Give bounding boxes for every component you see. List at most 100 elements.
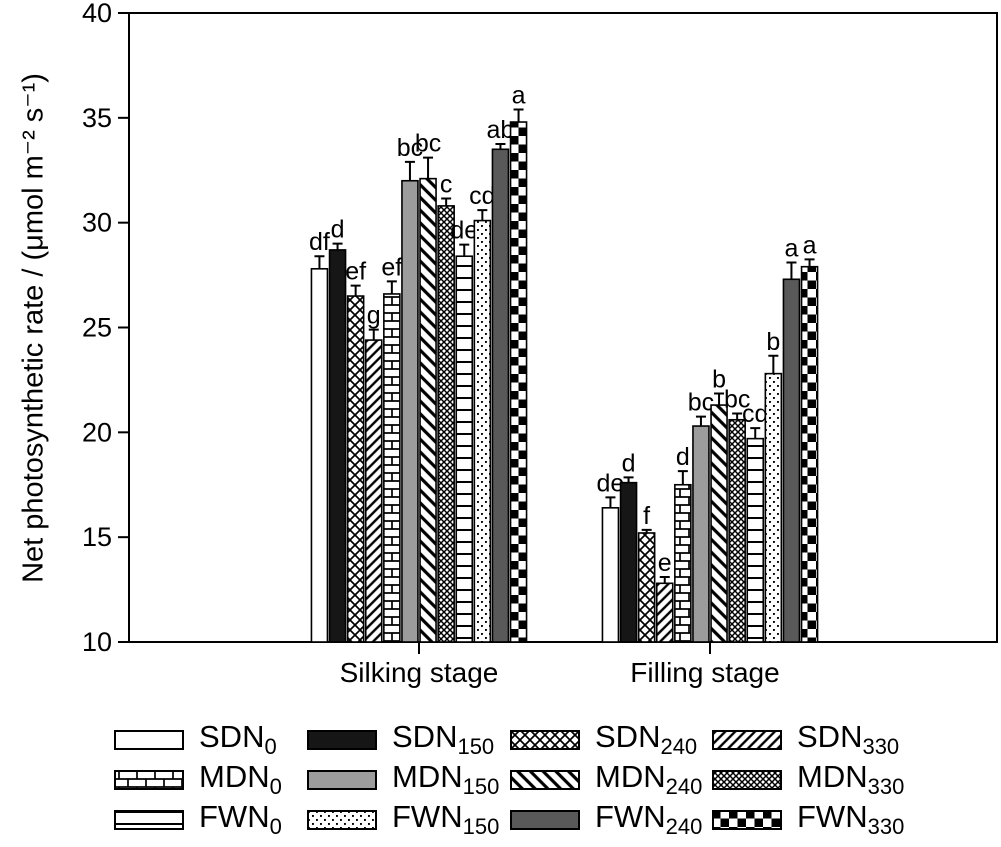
error-bar bbox=[641, 528, 652, 533]
legend-item: SDN240 bbox=[510, 721, 712, 758]
bar-MDN0-silking bbox=[383, 293, 401, 643]
legend-item: SDN330 bbox=[712, 721, 952, 758]
legend-item: MDN0 bbox=[114, 761, 307, 798]
sig-letter: bc bbox=[688, 389, 714, 417]
sig-letter: bc bbox=[397, 134, 423, 162]
error-bar bbox=[768, 354, 779, 374]
bar-MDN0-filling bbox=[674, 483, 692, 643]
y-tick-label: 20 bbox=[82, 417, 112, 447]
legend-item: FWN330 bbox=[712, 801, 952, 838]
error-bar bbox=[659, 576, 670, 584]
error-bar bbox=[677, 470, 688, 485]
sig-letter: de bbox=[450, 217, 478, 245]
legend-swatch bbox=[114, 810, 184, 830]
legend-label: MDN240 bbox=[595, 759, 703, 800]
bar-MDN150-silking bbox=[401, 179, 419, 643]
bar-FWN330-filling bbox=[800, 265, 819, 643]
legend-item: MDN150 bbox=[307, 761, 510, 798]
bar-SDN0-filling bbox=[601, 507, 620, 643]
sig-letter: df bbox=[309, 228, 330, 256]
bar-SDN0-silking bbox=[310, 267, 329, 643]
sig-letter: bc bbox=[415, 130, 441, 158]
bar-MDN240-silking bbox=[419, 177, 437, 643]
legend-item: SDN0 bbox=[114, 721, 307, 758]
legend-swatch bbox=[510, 810, 580, 830]
plot-frame bbox=[128, 12, 998, 643]
y-tick-label: 35 bbox=[82, 103, 112, 133]
bar-MDN150-filling bbox=[692, 425, 710, 643]
error-bar bbox=[804, 258, 815, 267]
bar-SDN150-filling bbox=[619, 481, 638, 643]
bar-SDN330-filling bbox=[655, 582, 674, 643]
error-bar bbox=[386, 280, 397, 294]
legend-label: FWN150 bbox=[392, 799, 500, 840]
error-bar bbox=[495, 143, 506, 150]
y-tick-label: 15 bbox=[82, 522, 112, 552]
legend-label: SDN150 bbox=[392, 719, 495, 760]
legend-label: FWN0 bbox=[199, 799, 282, 840]
error-bar bbox=[605, 496, 616, 508]
y-tick-label: 25 bbox=[82, 313, 112, 343]
legend-label: MDN0 bbox=[199, 759, 282, 800]
y-tick-label: 10 bbox=[82, 627, 112, 657]
legend-label: SDN0 bbox=[199, 719, 277, 760]
legend-swatch bbox=[114, 730, 184, 750]
sig-letter: a bbox=[512, 81, 526, 109]
bar-FWN240-silking bbox=[491, 148, 510, 643]
legend-label: FWN240 bbox=[595, 799, 703, 840]
legend-label: MDN150 bbox=[392, 759, 500, 800]
legend-swatch bbox=[114, 770, 184, 790]
bar-FWN150-silking bbox=[473, 219, 492, 643]
error-bar bbox=[459, 243, 470, 257]
x-label-silking-stage: Silking stage bbox=[339, 657, 499, 688]
sig-letter: d bbox=[331, 216, 345, 244]
legend-label: FWN330 bbox=[797, 799, 905, 840]
error-bar bbox=[513, 108, 524, 123]
legend-label: MDN330 bbox=[797, 759, 905, 800]
legend-item: MDN330 bbox=[712, 761, 952, 798]
legend-swatch bbox=[510, 730, 580, 750]
y-axis-title: Net photosynthetic rate / (μmol m⁻² s⁻¹) bbox=[17, 73, 50, 583]
error-bar bbox=[332, 242, 343, 250]
bar-FWN0-filling bbox=[746, 437, 765, 643]
error-bar bbox=[368, 328, 379, 341]
legend-swatch bbox=[307, 770, 377, 790]
error-bar bbox=[695, 415, 706, 427]
error-bar bbox=[404, 160, 415, 181]
legend-label: SDN330 bbox=[797, 719, 900, 760]
error-bar bbox=[623, 476, 634, 483]
legend-swatch bbox=[712, 730, 782, 750]
sig-letter: ab bbox=[487, 116, 515, 144]
sig-letter: ef bbox=[381, 253, 402, 281]
sig-letter: d bbox=[676, 443, 690, 471]
legend-swatch bbox=[307, 810, 377, 830]
bar-SDN330-silking bbox=[364, 339, 383, 643]
bar-FWN0-silking bbox=[455, 255, 474, 643]
x-label-filling-stage: Filling stage bbox=[630, 657, 780, 688]
legend-item: SDN150 bbox=[307, 721, 510, 758]
sig-letter: f bbox=[643, 502, 650, 530]
sig-letter: cd bbox=[469, 182, 495, 210]
bar-FWN150-filling bbox=[764, 372, 783, 643]
error-bar bbox=[477, 209, 488, 221]
bar-SDN240-filling bbox=[637, 532, 656, 643]
sig-letter: de bbox=[597, 469, 625, 497]
bar-SDN150-silking bbox=[328, 249, 347, 643]
error-bar bbox=[732, 412, 743, 420]
bar-chart: 10152025303540dfdeddeffgeefdbcbcbcbcbcde… bbox=[82, 0, 998, 657]
error-bar bbox=[750, 427, 761, 439]
sig-letter: b bbox=[766, 328, 780, 356]
sig-letter: b bbox=[712, 366, 726, 394]
bar-MDN330-filling bbox=[728, 418, 746, 643]
legend-label: SDN240 bbox=[595, 719, 698, 760]
legend-item: FWN0 bbox=[114, 801, 307, 838]
legend-swatch bbox=[712, 810, 782, 830]
legend-item: FWN150 bbox=[307, 801, 510, 838]
bar-FWN330-silking bbox=[509, 121, 528, 643]
sig-letter: c bbox=[440, 171, 453, 199]
error-bar bbox=[350, 284, 361, 297]
error-bar bbox=[441, 197, 452, 206]
sig-letter: g bbox=[367, 302, 381, 330]
legend: SDN0 SDN150 SDN240 SDN330 MDN0 MDN150 MD… bbox=[114, 720, 952, 840]
